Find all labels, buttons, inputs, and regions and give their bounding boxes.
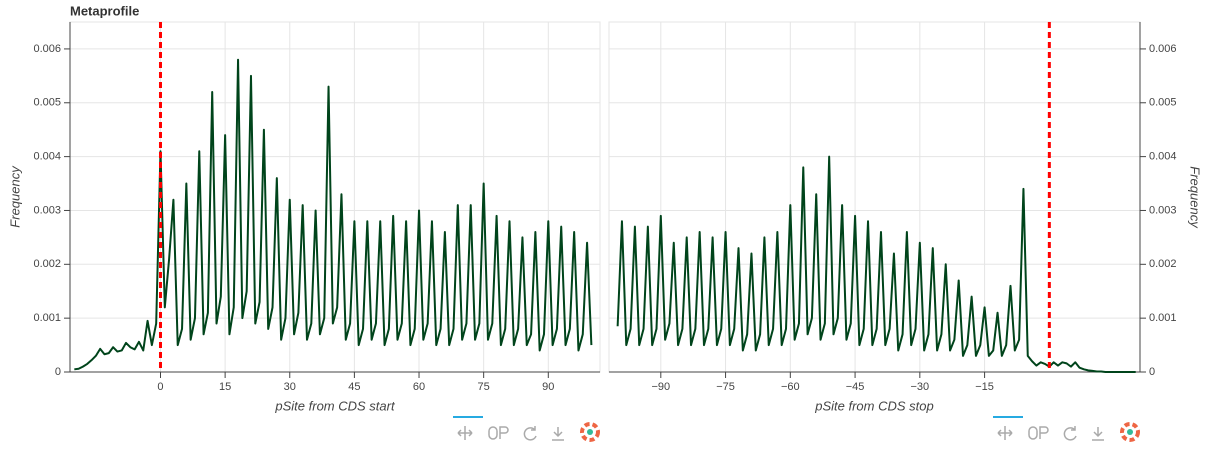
plot-area — [608, 21, 1141, 373]
x-tick-label: 75 — [478, 381, 490, 393]
chart-title: Metaprofile — [70, 3, 139, 18]
x-tick-label: −15 — [975, 381, 994, 393]
y-tick-label: 0.006 — [1149, 43, 1177, 55]
x-tick-label: −60 — [781, 381, 800, 393]
y-tick-label: 0.002 — [33, 258, 61, 270]
zoom-tool[interactable] — [488, 426, 509, 440]
zoom-tool[interactable] — [1028, 426, 1049, 440]
save-tool[interactable] — [1092, 427, 1104, 441]
x-tick-label: −90 — [651, 381, 670, 393]
x-tick-label: −45 — [846, 381, 865, 393]
y-tick-label: 0.001 — [1149, 312, 1177, 324]
reset-tool[interactable] — [1063, 426, 1077, 441]
y-tick-label: 0.005 — [33, 97, 61, 109]
x-tick-label: 0 — [157, 381, 163, 393]
x-tick-label: −75 — [716, 381, 735, 393]
y-axis-label: Frequency — [7, 165, 22, 228]
y-tick-label: 0.003 — [1149, 204, 1177, 216]
x-tick-label: 30 — [284, 381, 296, 393]
plot-area — [69, 21, 601, 373]
y-tick-label: 0.004 — [33, 151, 61, 163]
save-tool[interactable] — [552, 427, 564, 441]
toolbar — [453, 416, 1140, 442]
bokeh-logo[interactable] — [1120, 422, 1140, 442]
y-tick-label: 0 — [1149, 366, 1155, 378]
y-tick-label: 0 — [55, 366, 61, 378]
x-tick-label: 45 — [348, 381, 360, 393]
x-axis-label: pSite from CDS start — [274, 398, 396, 413]
y-tick-label: 0.003 — [33, 204, 61, 216]
pan-tool[interactable] — [997, 426, 1013, 440]
reset-tool[interactable] — [523, 426, 537, 441]
y-axis-label: Frequency — [1188, 166, 1203, 229]
x-tick-label: −30 — [910, 381, 929, 393]
y-tick-label: 0.001 — [33, 312, 61, 324]
y-tick-label: 0.004 — [1149, 151, 1177, 163]
x-tick-label: 60 — [413, 381, 425, 393]
y-tick-label: 0.002 — [1149, 258, 1177, 270]
x-axis-label: pSite from CDS stop — [814, 398, 934, 413]
bokeh-logo[interactable] — [580, 422, 600, 442]
y-tick-label: 0.005 — [1149, 97, 1177, 109]
y-tick-label: 0.006 — [33, 43, 61, 55]
line-series — [74, 58, 593, 371]
x-tick-label: 90 — [542, 381, 554, 393]
pan-tool[interactable] — [457, 426, 473, 440]
x-tick-label: 15 — [219, 381, 231, 393]
